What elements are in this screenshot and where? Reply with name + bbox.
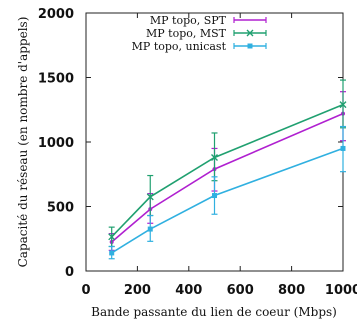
- x-axis: 0 200 400 600 800 1000: [81, 13, 357, 298]
- legend-marker: [247, 43, 253, 49]
- series-line: [111, 147, 344, 254]
- x-tick-label: 600: [227, 283, 254, 298]
- legend-label: MP topo, unicast: [132, 40, 227, 53]
- data-point: [108, 233, 116, 241]
- series-line: [111, 103, 344, 238]
- data-point: [339, 101, 347, 109]
- data-point: [212, 193, 217, 199]
- data-point: [211, 153, 218, 161]
- data-point: [147, 226, 153, 232]
- y-tick-label: 2000: [38, 7, 74, 22]
- data-point: [340, 145, 346, 151]
- series-1: [108, 91, 346, 251]
- y-tick-label: 500: [47, 201, 74, 216]
- legend-label: MP topo, SPT: [150, 14, 227, 27]
- x-axis-title: Bande passante du lien de coeur (Mbps): [91, 305, 337, 319]
- y-tick-label: 1500: [38, 72, 74, 87]
- x-tick-label: 0: [81, 283, 90, 298]
- y-axis: 0 500 1000 1500 2000: [38, 7, 343, 280]
- legend-label: MP topo, MST: [146, 27, 227, 40]
- series-3: [108, 125, 346, 260]
- series-layer: [108, 79, 347, 260]
- data-point: [146, 193, 154, 201]
- y-tick-label: 0: [65, 265, 74, 280]
- x-tick-label: 800: [278, 283, 305, 298]
- data-point: [109, 250, 115, 256]
- x-tick-label: 200: [124, 283, 151, 298]
- x-tick-label: 1000: [325, 283, 357, 298]
- series-line: [111, 112, 344, 243]
- y-tick-label: 1000: [38, 136, 74, 151]
- y-axis-title: Capacité du réseau (en nombre d'appels): [16, 17, 30, 268]
- x-tick-label: 400: [175, 283, 202, 298]
- legend-marker: [246, 29, 254, 37]
